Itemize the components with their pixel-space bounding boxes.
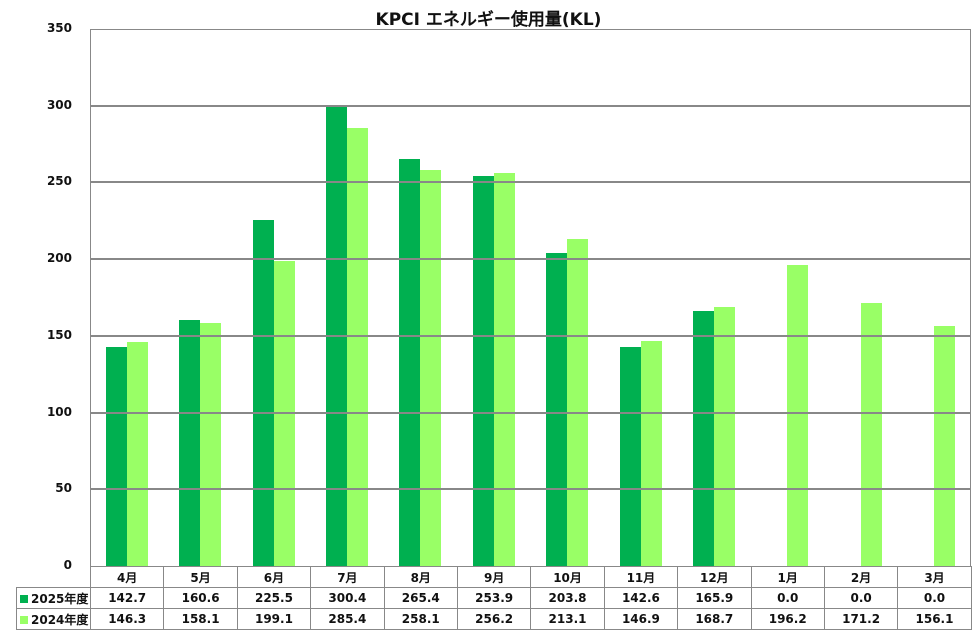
y-tick-label: 200 (46, 251, 72, 266)
bar-2025 (252, 220, 274, 566)
bar-2025 (619, 347, 641, 566)
legend-label: 2024年度 (16, 608, 91, 630)
table-cell: 165.9 (677, 587, 752, 609)
bar-2024 (200, 323, 222, 566)
month-header: 2月 (823, 566, 899, 588)
month-header: 12月 (677, 566, 752, 588)
bar-2025 (399, 158, 421, 566)
table-cell: 171.2 (823, 608, 899, 630)
table-row: 2025年度 142.7 160.6 225.5 300.4 265.4 253.9 203.… (16, 587, 972, 609)
month-header: 5月 (163, 566, 238, 588)
bar-2024 (860, 303, 882, 566)
table-row: 2024年度 146.3 158.1 199.1 285.4 258.1 256.2 213.… (16, 608, 972, 630)
bar-2025 (546, 253, 568, 566)
gridline (90, 104, 971, 107)
series-name: 2024年度 (31, 612, 89, 627)
table-cell: 158.1 (163, 608, 238, 630)
month-header: 1月 (750, 566, 825, 588)
legend-label: 2025年度 (16, 587, 91, 609)
table-cell: 142.7 (89, 587, 165, 609)
gridline (90, 258, 971, 261)
month-header: 3月 (897, 566, 972, 588)
month-header: 9月 (456, 566, 532, 588)
plot-area (90, 29, 971, 566)
bar-2025 (693, 311, 715, 566)
bar-2024 (346, 128, 368, 566)
y-tick-label: 100 (46, 404, 72, 419)
gridline (90, 488, 971, 491)
table-cell: 196.2 (750, 608, 825, 630)
y-tick-label: 250 (46, 174, 72, 189)
table-cell: 156.1 (897, 608, 972, 630)
table-cell: 203.8 (530, 587, 605, 609)
gridline (90, 411, 971, 414)
y-tick-label: 150 (46, 327, 72, 342)
table-header-row: 4月 5月 6月 7月 8月 9月 10月 11月 12月 1月 2月 3月 (16, 566, 972, 588)
bar-2024 (420, 170, 442, 566)
table-cell: 0.0 (897, 587, 972, 609)
table-cell: 225.5 (236, 587, 312, 609)
table-cell: 258.1 (383, 608, 458, 630)
table-corner (16, 566, 91, 588)
bar-2024 (934, 326, 956, 566)
bar-2024 (126, 341, 148, 566)
bar-2025 (179, 319, 201, 566)
y-tick-label: 300 (46, 97, 72, 112)
month-header: 11月 (603, 566, 679, 588)
table-cell: 146.3 (89, 608, 165, 630)
table-cell: 0.0 (750, 587, 825, 609)
gridline (90, 181, 971, 184)
month-header: 7月 (310, 566, 385, 588)
bar-2024 (567, 239, 589, 566)
y-tick-label: 0 (63, 558, 72, 572)
month-header: 10月 (530, 566, 605, 588)
table-cell: 285.4 (310, 608, 385, 630)
bar-2025 (472, 176, 494, 566)
table-cell: 253.9 (456, 587, 532, 609)
series-name: 2025年度 (31, 591, 89, 606)
table-cell: 300.4 (310, 587, 385, 609)
bar-2024 (714, 307, 736, 566)
table-cell: 213.1 (530, 608, 605, 630)
bar-2024 (787, 264, 809, 566)
bar-2024 (640, 340, 662, 566)
y-tick-label: 50 (55, 481, 72, 496)
chart-title: KPCⅠ エネルギー使用量(KL) (375, 10, 602, 30)
table-cell: 0.0 (823, 587, 899, 609)
data-table: 4月 5月 6月 7月 8月 9月 10月 11月 12月 1月 2月 3月 2025年度 142.7 1… (16, 566, 972, 630)
legend-swatch-icon (20, 615, 28, 624)
month-header: 8月 (383, 566, 458, 588)
bar-2025 (105, 347, 127, 566)
table-cell: 199.1 (236, 608, 312, 630)
table-cell: 142.6 (603, 587, 679, 609)
table-cell: 146.9 (603, 608, 679, 630)
month-header: 4月 (89, 566, 165, 588)
table-cell: 256.2 (456, 608, 532, 630)
table-cell: 265.4 (383, 587, 458, 609)
table-cell: 168.7 (677, 608, 752, 630)
y-tick-label: 350 (46, 21, 72, 35)
gridline (90, 334, 971, 337)
legend-swatch-icon (20, 594, 28, 603)
bar-2024 (493, 172, 515, 566)
month-header: 6月 (236, 566, 312, 588)
table-cell: 160.6 (163, 587, 238, 609)
